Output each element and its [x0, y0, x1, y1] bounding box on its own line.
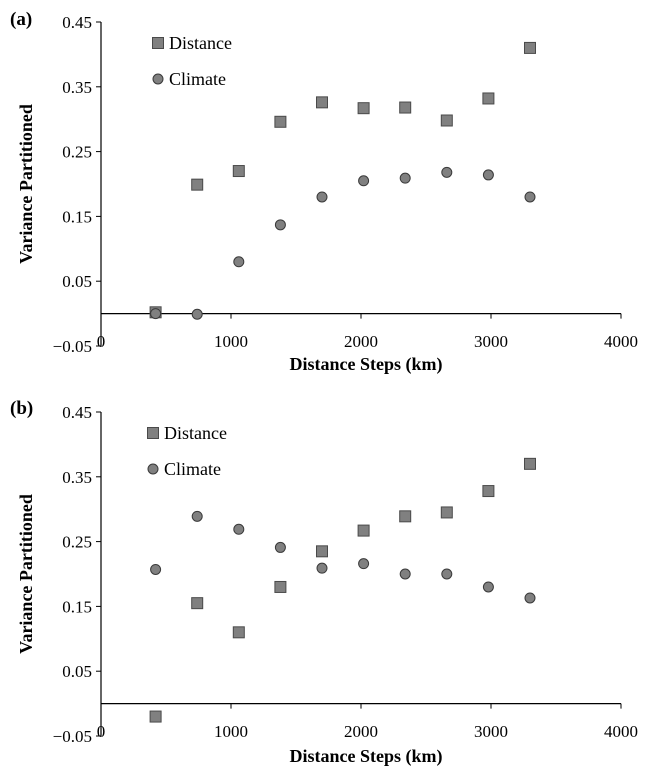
distance-point — [191, 178, 204, 191]
climate-point — [316, 562, 328, 574]
climate-point — [399, 172, 411, 184]
distance-point — [399, 510, 412, 523]
legend-marker-climate — [147, 463, 159, 475]
climate-point — [482, 581, 494, 593]
y-axis-title: Variance Partitioned — [16, 104, 36, 264]
legend-label-distance: Distance — [164, 423, 227, 443]
x-tick-label: 3000 — [474, 722, 508, 741]
legend-label-climate: Climate — [169, 69, 226, 89]
distance-point — [482, 92, 495, 105]
distance-point — [191, 597, 204, 610]
y-tick-label: 0.45 — [62, 13, 92, 32]
climate-point — [191, 510, 203, 522]
climate-point — [233, 256, 245, 268]
distance-point — [524, 41, 536, 54]
x-axis-title: Distance Steps (km) — [290, 354, 443, 375]
climate-point — [482, 169, 494, 181]
distance-point — [399, 101, 412, 114]
chart-panel-a: −0.05 0.05 0.15 0.25 0.35 0.45 0 1000 2000 3000 40… — [10, 9, 638, 375]
x-tick-label: 2000 — [344, 722, 378, 741]
y-tick-label: 0.35 — [62, 78, 92, 97]
legend: Distance Climate — [147, 423, 227, 479]
climate-point — [441, 568, 453, 580]
climate-point — [150, 308, 162, 320]
climate-point — [191, 308, 203, 320]
x-tick-label: 4000 — [604, 332, 638, 351]
distance-point — [274, 580, 287, 593]
y-tick-label: 0.05 — [62, 272, 92, 291]
climate-point — [358, 175, 370, 187]
climate-point — [274, 541, 286, 553]
y-tick-label: 0.45 — [62, 403, 92, 422]
chart-panel-b: −0.05 0.05 0.15 0.25 0.35 0.45 0 1000 2000 3000 40… — [10, 398, 638, 766]
x-tick-label: 1000 — [214, 332, 248, 351]
distance-point — [316, 96, 328, 109]
y-tick-label: 0.25 — [62, 143, 92, 162]
y-tick-label: 0.25 — [62, 533, 92, 552]
distance-point — [440, 506, 453, 519]
x-tick-label: 1000 — [214, 722, 248, 741]
distance-point — [274, 115, 287, 128]
legend-label-distance: Distance — [169, 33, 232, 53]
distance-point — [440, 114, 453, 127]
distance-point — [524, 457, 536, 470]
climate-point — [274, 219, 286, 231]
legend-label-climate: Climate — [164, 459, 221, 479]
x-tick-label: 3000 — [474, 332, 508, 351]
y-tick-label: −0.05 — [53, 727, 92, 746]
x-tick-label: 4000 — [604, 722, 638, 741]
distance-point — [232, 626, 245, 639]
climate-point — [524, 191, 536, 203]
x-tick-label: 0 — [97, 722, 106, 741]
climate-point — [441, 166, 453, 178]
x-axis-title: Distance Steps (km) — [290, 746, 443, 766]
y-axis-title: Variance Partitioned — [16, 494, 36, 654]
legend-marker-distance — [152, 37, 164, 49]
y-tick-label: 0.15 — [62, 207, 92, 226]
distance-point — [482, 485, 495, 498]
climate-point — [399, 568, 411, 580]
x-tick-label: 0 — [97, 332, 106, 351]
climate-point — [524, 592, 536, 604]
distance-point — [232, 165, 245, 178]
climate-point — [358, 558, 370, 570]
climate-point — [233, 523, 245, 535]
legend: Distance Climate — [152, 33, 232, 89]
y-tick-label: 0.35 — [62, 468, 92, 487]
panel-label: (a) — [10, 9, 32, 30]
legend-marker-distance — [147, 427, 159, 439]
climate-point — [316, 191, 328, 203]
climate-point — [150, 563, 162, 575]
x-tick-label: 2000 — [344, 332, 378, 351]
distance-point — [357, 524, 370, 537]
distance-point — [357, 102, 370, 115]
distance-point — [149, 710, 162, 723]
distance-point — [316, 545, 328, 558]
y-tick-label: −0.05 — [53, 337, 92, 356]
y-tick-label: 0.05 — [62, 662, 92, 681]
legend-marker-climate — [152, 73, 164, 85]
y-tick-label: 0.15 — [62, 597, 92, 616]
panel-label: (b) — [10, 398, 33, 419]
